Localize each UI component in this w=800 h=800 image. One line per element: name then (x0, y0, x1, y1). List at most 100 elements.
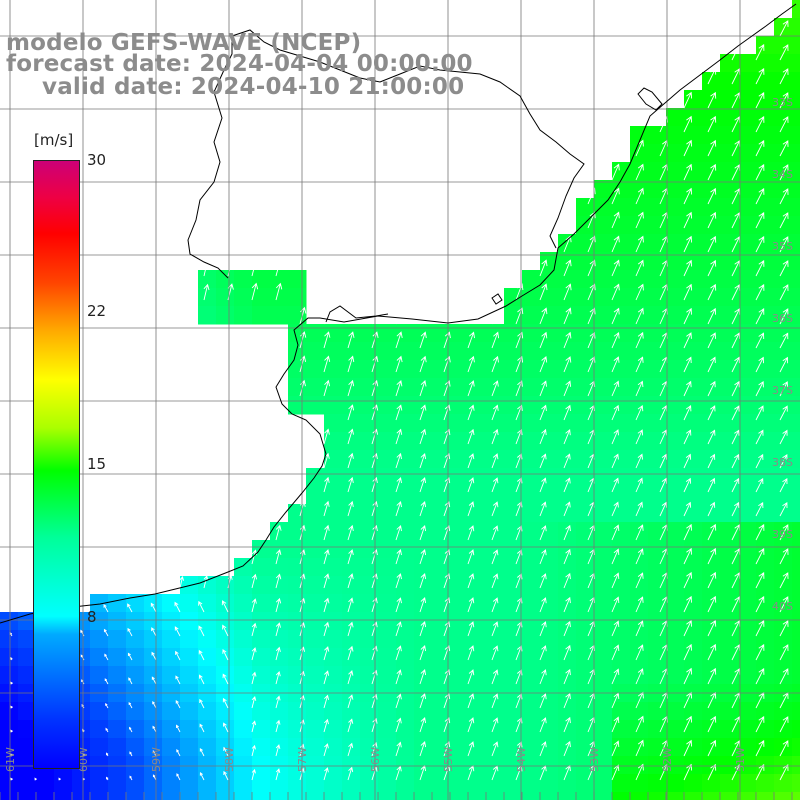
field-cell (432, 702, 451, 721)
field-cell (270, 594, 289, 613)
field-cell (774, 270, 793, 289)
wind-arrow (467, 693, 475, 709)
field-cell (378, 504, 397, 523)
field-cell (774, 504, 793, 523)
wind-arrow (323, 524, 330, 541)
field-cell (684, 522, 703, 541)
field-cell (648, 468, 667, 487)
field-cell (594, 306, 613, 325)
field-cell (774, 54, 793, 73)
field-cell (630, 216, 649, 235)
field-cell (450, 522, 469, 541)
field-cell (234, 666, 253, 685)
field-cell (684, 360, 703, 379)
field-cell (306, 486, 325, 505)
wind-arrow (203, 575, 209, 589)
wind-arrow (707, 619, 717, 637)
field-cell (774, 774, 793, 793)
field-cell (450, 720, 469, 739)
wind-arrow (275, 622, 281, 637)
field-cell (594, 270, 613, 289)
field-cell (612, 432, 631, 451)
field-cell (558, 270, 577, 289)
field-cell (342, 738, 361, 757)
wind-arrow (251, 647, 257, 661)
field-cell (396, 504, 415, 523)
field-cell (450, 342, 469, 361)
field-cell (162, 702, 181, 721)
wind-arrow (419, 716, 427, 733)
field-cell (270, 648, 289, 667)
field-cell (594, 738, 613, 757)
field-cell (648, 252, 667, 271)
wind-arrow (683, 715, 693, 733)
field-cell (108, 648, 127, 667)
field-cell (288, 666, 307, 685)
field-cell (594, 414, 613, 433)
field-cell (774, 576, 793, 595)
field-cell (306, 324, 325, 343)
field-cell (720, 666, 739, 685)
field-cell (396, 792, 415, 800)
wind-arrow (127, 627, 133, 637)
wind-arrow (635, 644, 644, 661)
field-cell (162, 612, 181, 631)
wind-arrow (707, 739, 717, 757)
field-cell (702, 270, 721, 289)
field-cell (360, 738, 379, 757)
field-cell (180, 774, 199, 793)
wind-arrow (635, 356, 644, 373)
field-cell (630, 288, 649, 307)
field-cell (342, 612, 361, 631)
wind-arrow (755, 571, 765, 589)
wind-arrow (395, 452, 402, 469)
field-cell (162, 792, 181, 800)
latitude-label: 35S (772, 240, 793, 253)
field-cell (522, 468, 541, 487)
field-cell (324, 792, 343, 800)
wind-arrow (539, 621, 547, 637)
wind-arrow (175, 650, 181, 661)
field-cell (558, 324, 577, 343)
wind-arrow (151, 676, 157, 685)
field-cell (504, 612, 523, 631)
wind-arrow (251, 258, 259, 277)
field-cell (342, 486, 361, 505)
field-cell (756, 720, 775, 739)
field-cell (756, 180, 775, 199)
wind-arrow (707, 67, 717, 85)
wind-arrow (683, 91, 693, 109)
field-cell (90, 702, 109, 721)
wind-arrow (467, 525, 475, 541)
longitude-label: 58W (223, 747, 236, 772)
field-cell (648, 540, 667, 559)
wind-arrow (611, 596, 620, 613)
field-cell (270, 720, 289, 739)
field-cell (378, 666, 397, 685)
field-cell (198, 612, 217, 631)
wind-arrow (635, 139, 644, 157)
wind-arrow (683, 405, 692, 421)
wind-arrow (221, 600, 229, 613)
wind-arrow (635, 548, 644, 565)
field-cell (180, 792, 199, 800)
wind-arrow (587, 283, 596, 301)
field-cell (792, 198, 800, 217)
wind-arrow (707, 163, 717, 181)
field-cell (774, 486, 793, 505)
field-cell (576, 504, 595, 523)
field-cell (126, 612, 145, 631)
wind-arrow (539, 645, 547, 661)
field-cell (414, 558, 433, 577)
field-cell (540, 738, 559, 757)
field-cell (792, 180, 800, 199)
wind-arrow (611, 259, 620, 277)
longitude-label: 53W (588, 747, 601, 772)
field-cell (612, 360, 631, 379)
wind-arrow (611, 163, 620, 181)
field-cell (666, 180, 685, 199)
wind-arrow (371, 404, 379, 421)
wind-arrow (611, 380, 620, 397)
wind-arrow (635, 739, 644, 757)
field-cell (720, 720, 739, 739)
